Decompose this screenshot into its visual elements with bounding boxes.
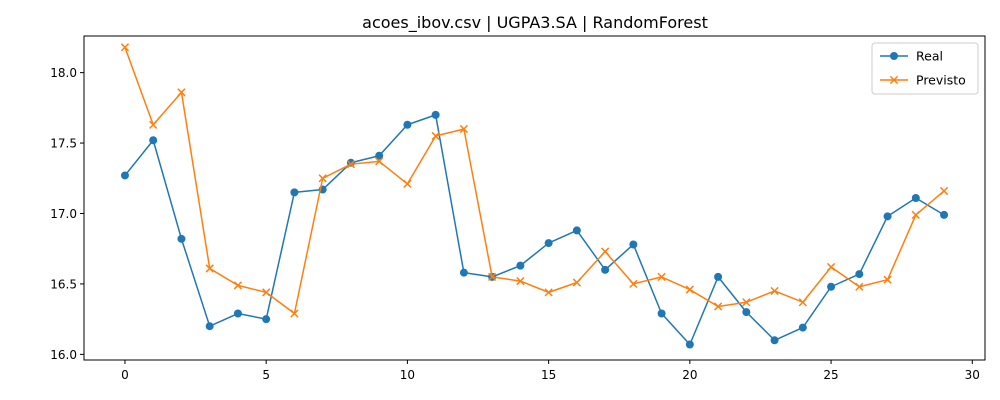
data-point	[827, 282, 836, 291]
data-point	[657, 309, 666, 318]
x-tick-label: 15	[541, 368, 556, 382]
plot-area	[120, 43, 949, 349]
data-point	[431, 110, 440, 119]
data-point	[742, 308, 751, 317]
y-tick-label: 16.0	[50, 348, 77, 362]
legend-label: Real	[916, 49, 943, 64]
data-point	[120, 171, 129, 180]
x-tick-label: 25	[823, 368, 838, 382]
data-point	[459, 124, 469, 134]
data-point	[488, 272, 497, 282]
data-point	[403, 179, 412, 189]
series-line-real	[124, 114, 945, 346]
series-line-previsto	[124, 47, 945, 315]
data-point	[516, 276, 525, 286]
data-point	[572, 226, 581, 235]
data-point	[149, 120, 158, 129]
data-point	[883, 212, 892, 221]
data-point	[290, 188, 299, 197]
data-point	[911, 210, 920, 220]
x-tick-label: 20	[682, 368, 697, 382]
x-tick-label: 0	[121, 368, 129, 382]
data-point	[685, 340, 694, 349]
data-point	[714, 272, 723, 281]
data-point	[544, 288, 553, 297]
axis-ticks: 0 5 10 15 20 25 30 16.0 16.5 17.0 17.5 18.0	[50, 66, 980, 382]
data-point	[459, 268, 468, 277]
data-point	[318, 174, 327, 183]
x-tick-label: 30	[965, 368, 980, 382]
data-point	[290, 309, 299, 318]
data-point	[742, 298, 751, 307]
legend-marker	[889, 75, 899, 85]
data-point	[600, 247, 610, 256]
data-point	[629, 279, 638, 289]
data-point	[855, 270, 864, 279]
y-tick-label: 16.5	[50, 277, 77, 291]
data-point	[177, 88, 186, 97]
data-point	[601, 265, 610, 274]
legend-label: Previsto	[916, 73, 966, 88]
data-point	[911, 194, 920, 202]
data-point	[262, 288, 271, 297]
data-point	[940, 210, 949, 219]
data-point	[657, 272, 666, 282]
data-point	[346, 160, 356, 169]
y-tick-label: 17.5	[50, 137, 77, 151]
data-point	[629, 240, 638, 249]
data-point	[770, 336, 779, 345]
y-tick-label: 17.0	[50, 207, 77, 221]
data-point	[939, 186, 949, 196]
legend-marker	[890, 52, 898, 60]
data-point	[798, 298, 807, 307]
data-point	[431, 131, 440, 141]
data-point	[883, 275, 892, 284]
data-point	[770, 286, 779, 296]
y-tick-label: 18.0	[50, 66, 77, 80]
series-real	[120, 110, 949, 349]
data-point	[713, 302, 723, 311]
data-point	[544, 239, 553, 248]
series-previsto	[120, 43, 949, 318]
data-point	[375, 151, 384, 160]
data-point	[120, 43, 130, 52]
data-point	[375, 157, 384, 166]
data-point	[798, 323, 807, 332]
data-point	[205, 264, 214, 273]
legend: Real Previsto	[871, 42, 979, 95]
data-point	[233, 281, 243, 290]
data-point	[149, 136, 158, 145]
x-tick-label: 10	[400, 368, 415, 382]
data-point	[233, 309, 242, 318]
data-point	[177, 234, 186, 243]
data-point	[685, 285, 694, 294]
data-point	[826, 262, 836, 272]
data-point	[572, 278, 581, 287]
data-point	[262, 315, 271, 324]
chart-title: acoes_ibov.csv | UGPA3.SA | RandomForest	[362, 13, 708, 33]
data-point	[205, 322, 214, 331]
data-point	[855, 282, 864, 291]
axes-frame	[83, 35, 986, 361]
data-point	[516, 261, 525, 270]
x-tick-label: 5	[262, 368, 270, 382]
data-point	[403, 120, 412, 129]
